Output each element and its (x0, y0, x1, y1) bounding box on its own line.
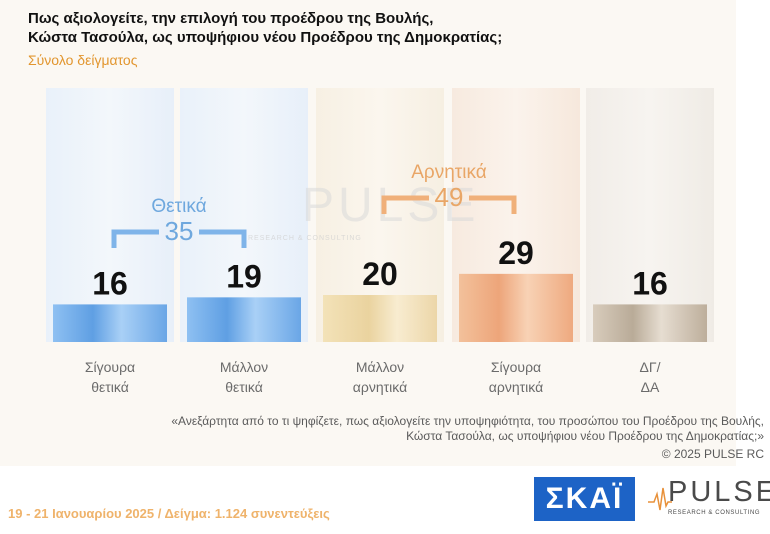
category-label: αρνητικά (353, 379, 407, 395)
group-value: 49 (435, 182, 464, 212)
bar (187, 297, 301, 342)
copyright: © 2025 PULSE RC (661, 447, 764, 461)
bar-value-label: 16 (632, 265, 668, 301)
survey-footer: 19 - 21 Ιανουαρίου 2025 / Δείγμα: 1.124 … (8, 506, 330, 521)
category-label: αρνητικά (489, 379, 543, 395)
bracket-right (469, 195, 517, 214)
bar-value-label: 20 (362, 256, 398, 292)
column-background (586, 88, 714, 342)
category-label: θετικά (91, 379, 129, 395)
bar-chart: PULSE RESEARCH & CONSULTING 16 Σίγουρα θετ… (46, 88, 714, 395)
quote-line-1: «Ανεξάρτητα από το τι ψηφίζετε, πως αξιο… (171, 414, 764, 428)
pulse-wave-icon (648, 487, 672, 511)
category-label: ΔΑ (641, 379, 660, 395)
category-label: θετικά (225, 379, 263, 395)
bar (53, 304, 167, 342)
group-label: Θετικά (151, 196, 206, 217)
bar (323, 295, 437, 342)
title-line-2: Κώστα Τασούλα, ως υποψήφιου νέου Προέδρο… (28, 29, 503, 46)
group-label: Αρνητικά (411, 162, 487, 183)
watermark-word: PULSE (302, 179, 479, 232)
bar-value-label: 19 (226, 258, 262, 294)
category-label: Σίγουρα (491, 359, 541, 375)
watermark-subtitle: RESEARCH & CONSULTING (248, 235, 362, 242)
chart-subtitle: Σύνολο δείγματος (28, 52, 138, 68)
bar (459, 273, 573, 342)
pulse-logo: PULSE RESEARCH & CONSULTING (648, 476, 770, 522)
category-label: ΔΓ/ (640, 359, 661, 375)
skai-logo: ΣΚΑΪ (534, 477, 635, 521)
quote-line-2: Κώστα Τασούλα, ως υποψήφιου νέου Προέδρο… (406, 429, 764, 443)
bar (593, 304, 707, 342)
pulse-logo-subtitle: RESEARCH & CONSULTING (668, 510, 761, 516)
bar-value-label: 29 (498, 235, 534, 271)
bracket-right (199, 229, 247, 248)
category-label: Σίγουρα (85, 359, 135, 375)
bracket-left (381, 195, 429, 214)
question-quote: «Ανεξάρτητα από το τι ψηφίζετε, πως αξιο… (64, 414, 764, 444)
title-line-1: Πως αξιολογείτε, την επιλογή του προέδρο… (28, 10, 434, 27)
category-label: Μάλλον (220, 359, 268, 375)
column-background (46, 88, 174, 342)
chart-title: Πως αξιολογείτε, την επιλογή του προέδρο… (28, 9, 502, 47)
bar-value-label: 16 (92, 265, 128, 301)
pulse-logo-word: PULSE (668, 476, 770, 508)
pulse-watermark: PULSE RESEARCH & CONSULTING (248, 179, 479, 242)
category-label: Μάλλον (356, 359, 404, 375)
bracket-left (111, 229, 159, 248)
group-value: 35 (165, 216, 194, 246)
